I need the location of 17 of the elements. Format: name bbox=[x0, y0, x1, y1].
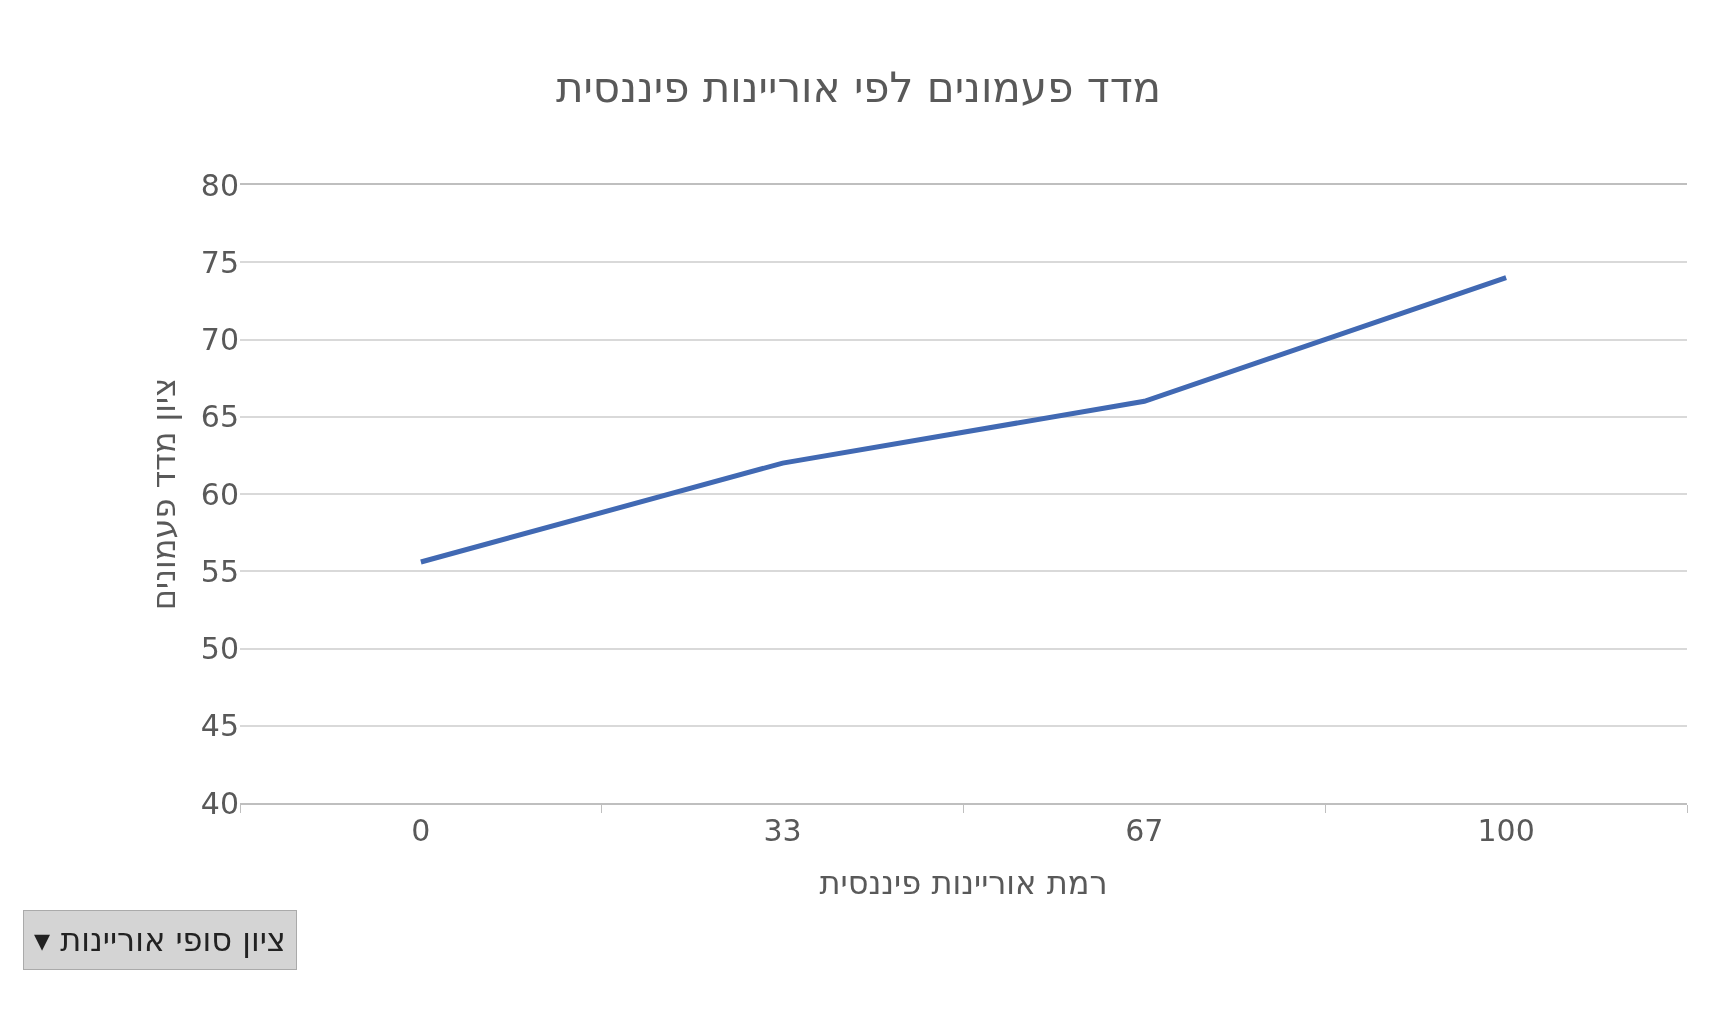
text: ▾ ציון סופי אוריינות bbox=[34, 921, 286, 959]
y-tick-label: 40 bbox=[200, 785, 239, 821]
y-tick-label: 65 bbox=[200, 399, 239, 435]
x-tick-label: 100 bbox=[1477, 813, 1535, 848]
y-tick-label: 80 bbox=[200, 167, 239, 203]
y-tick-label: 60 bbox=[200, 476, 239, 512]
x-tick-label: 0 bbox=[411, 813, 431, 848]
x-axis-title: רמת אוריינות פיננסית bbox=[819, 864, 1108, 903]
chart-title: מדד פעמונים לפי אוריינות פיננסית bbox=[555, 62, 1162, 112]
y-tick-label: 75 bbox=[200, 244, 239, 280]
x-tick-label: 33 bbox=[763, 813, 802, 848]
y-axis-title: ציון מדד פעמונים bbox=[145, 377, 184, 611]
x-tick-label: 67 bbox=[1125, 813, 1164, 848]
y-tick-label: 55 bbox=[200, 553, 239, 589]
y-tick-label: 45 bbox=[200, 708, 239, 744]
y-tick-label: 70 bbox=[200, 322, 239, 357]
y-tick-label: 50 bbox=[200, 631, 239, 666]
